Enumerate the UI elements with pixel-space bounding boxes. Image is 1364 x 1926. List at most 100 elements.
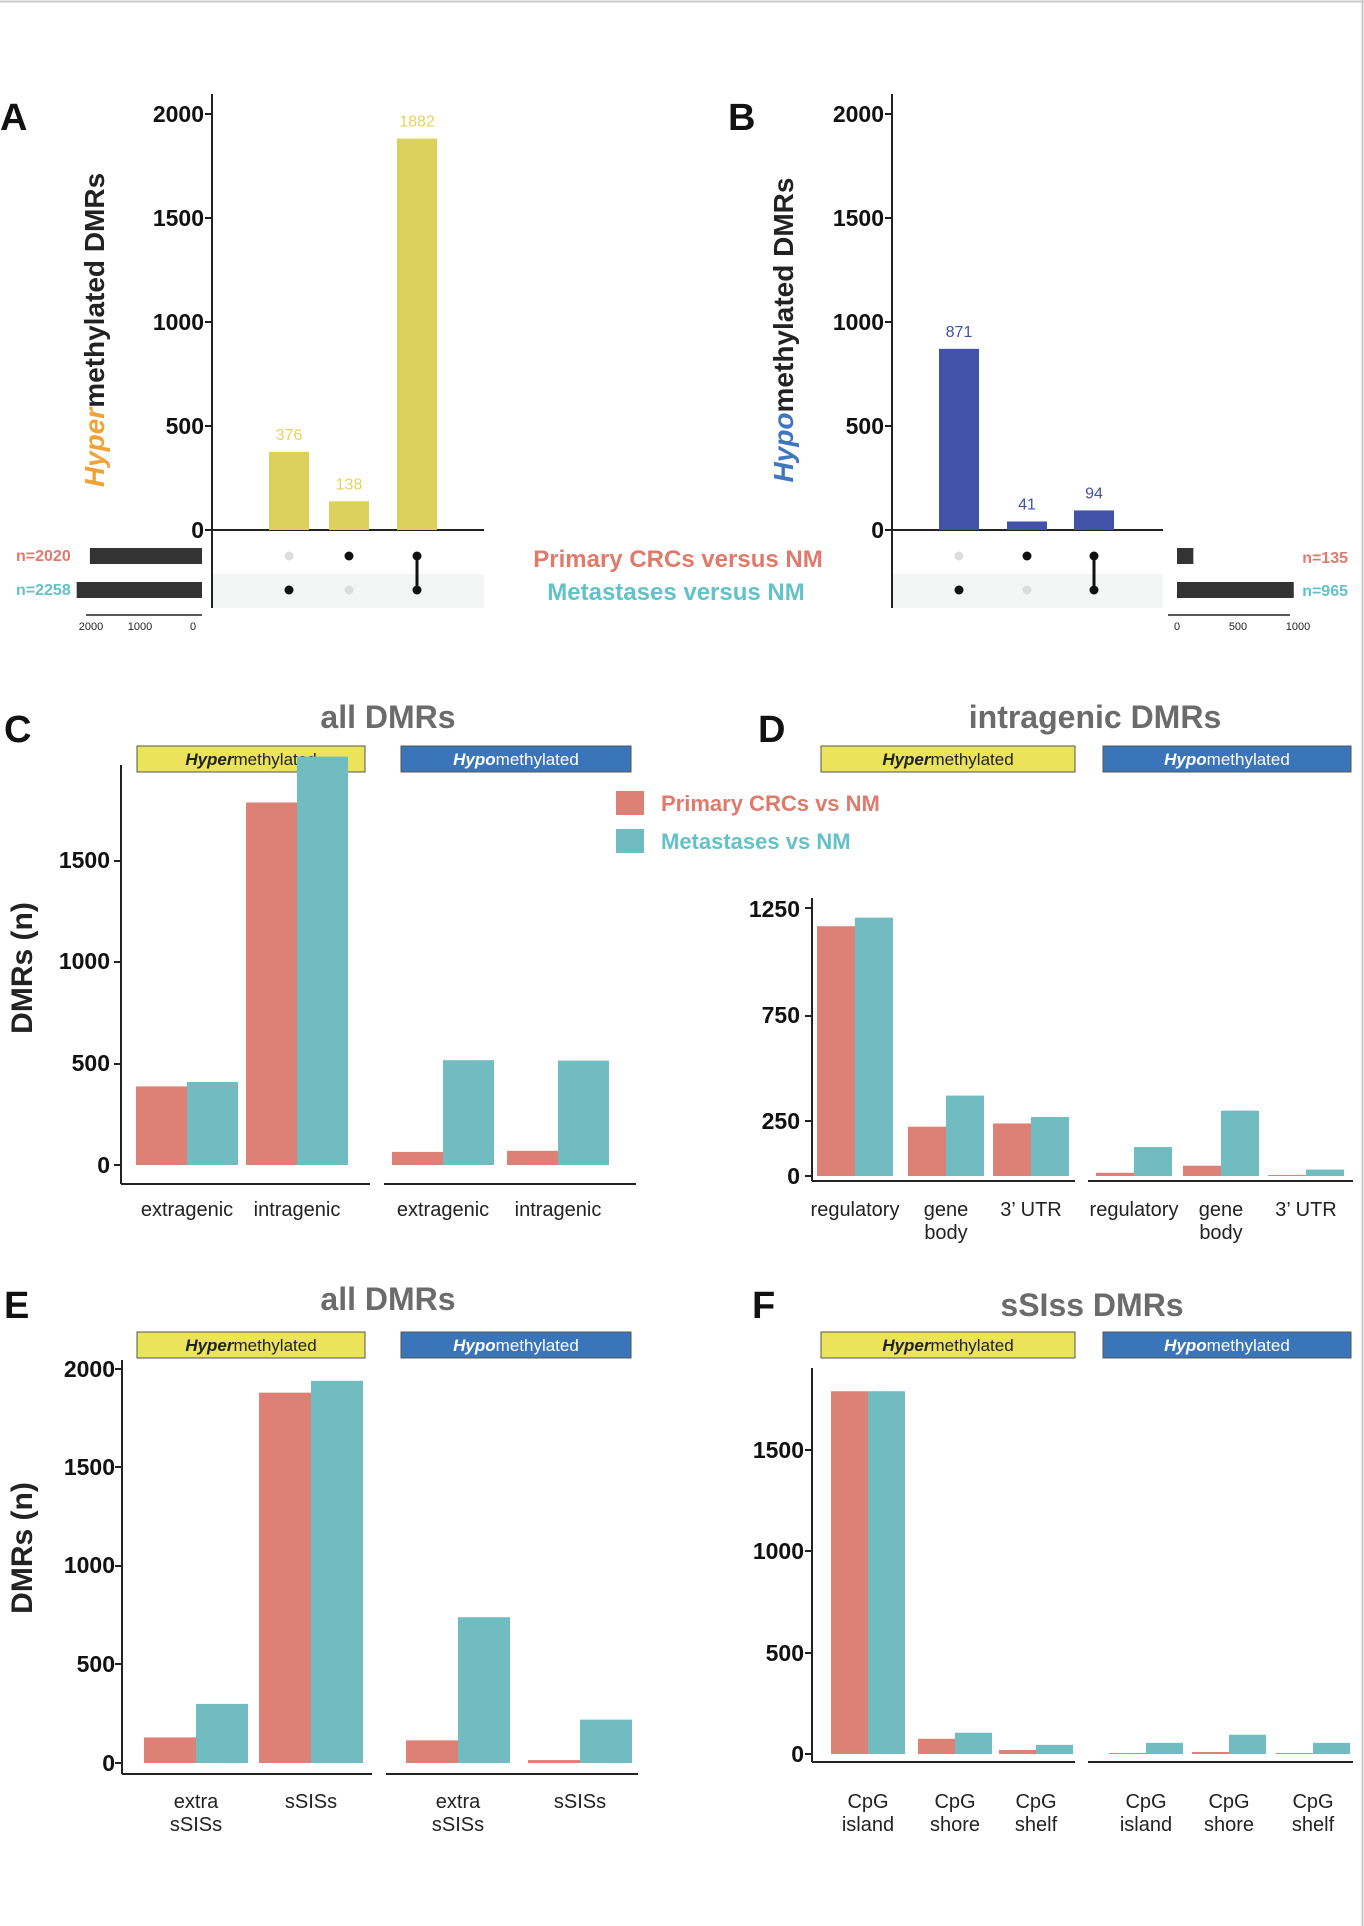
panel-a-y-ticks: 0 500 1000 1500 2000 — [153, 101, 204, 543]
strip-c-hyper-suffix: methylated — [234, 750, 317, 769]
strip-c-hyper-prefix: Hyper — [185, 750, 235, 769]
panel-f-title: sSIss DMRs — [1000, 1287, 1183, 1323]
matrix-dot-filled — [954, 585, 964, 595]
panel-e-title: all DMRs — [320, 1281, 455, 1317]
intersection-bar — [1074, 510, 1114, 530]
strip-c-hypo: Hypomethylated — [400, 745, 632, 773]
intersection-bar — [269, 451, 309, 530]
matrix-dot-filled — [344, 551, 354, 561]
bar-primary — [1276, 1752, 1313, 1754]
bar-primary — [406, 1740, 458, 1763]
bar-primary — [507, 1150, 558, 1165]
bar-primary — [1192, 1751, 1229, 1754]
category-label-line: CpG — [1208, 1791, 1249, 1813]
category-label-line: intragenic — [254, 1199, 341, 1221]
panel-f-y-tick: 1500 — [753, 1437, 804, 1463]
panel-b-set-tick-0: 0 — [1174, 621, 1180, 633]
panel-b-y-tick: 0 — [871, 517, 884, 543]
category-label-line: gene — [924, 1199, 969, 1221]
panel-a-y-tick: 1000 — [153, 309, 204, 335]
panel-b-y-tick: 500 — [846, 413, 884, 439]
bar-primary — [817, 926, 855, 1176]
panel-e-ylabel: DMRs (n) — [6, 1482, 39, 1614]
svg-text:Hypermethylated: Hypermethylated — [882, 750, 1013, 769]
bar-metastases — [458, 1617, 510, 1763]
panel-b-set-tick-1: 500 — [1229, 621, 1247, 633]
set-size-bar — [76, 582, 202, 598]
panel-letter-e: E — [4, 1285, 29, 1327]
category-label-line: regulatory — [1090, 1199, 1179, 1221]
strip-f-hypo-prefix: Hypo — [1164, 1336, 1207, 1355]
bar-metastases — [855, 917, 893, 1176]
bar-primary — [1109, 1753, 1146, 1754]
category-label: gene body — [924, 1199, 969, 1244]
category-label: 3’ UTR — [1000, 1199, 1061, 1221]
bar-metastases — [580, 1719, 632, 1763]
intersection-bar-label: 138 — [336, 476, 363, 493]
panel-f-y-tick: 1000 — [753, 1538, 804, 1564]
category-label-line: CpG — [1292, 1791, 1333, 1813]
panel-a-upset: 376 138 1882 — [76, 114, 437, 598]
upset-metastases-label: Metastases versus NM — [547, 579, 804, 606]
panel-e-y-tick: 1000 — [64, 1552, 115, 1578]
strip-d-hypo: Hypomethylated — [1102, 745, 1352, 773]
panel-e-y-ticks: 0 500 1000 1500 2000 — [64, 1356, 115, 1776]
category-label-line: intragenic — [515, 1199, 602, 1221]
panel-f-y-ticks: 0 500 1000 1500 — [753, 1437, 804, 1767]
category-label-line: shore — [930, 1814, 980, 1836]
panel-c-bars: extragenic intragenic extragenic intragenic — [136, 756, 609, 1221]
panel-b-set-size-metastases: n=965 — [1302, 583, 1348, 600]
panel-a-y-tick: 1500 — [153, 205, 204, 231]
category-label-line: 3’ UTR — [1000, 1199, 1061, 1221]
category-label: CpG shelf — [1292, 1791, 1335, 1836]
panel-e-y-tick: 1500 — [64, 1454, 115, 1480]
strip-c-hypo-prefix: Hypo — [453, 750, 496, 769]
legend-label-primary: Primary CRCs vs NM — [661, 791, 880, 816]
svg-text:Hypomethylated: Hypomethylated — [1164, 750, 1290, 769]
panel-a-set-size-metastases: n=2258 — [16, 582, 71, 599]
intersection-bar — [397, 138, 437, 530]
intersection-bar — [939, 348, 979, 530]
bar-metastases — [1031, 1117, 1069, 1176]
panel-c-y-ticks: 0 500 1000 1500 — [59, 847, 110, 1178]
legend-label-metastases: Metastases vs NM — [661, 829, 851, 854]
panel-f-y-tick: 500 — [766, 1640, 804, 1666]
category-label: CpG shore — [930, 1791, 980, 1836]
upset-primary-label: Primary CRCs versus NM — [533, 546, 822, 573]
bar-primary — [999, 1749, 1036, 1754]
svg-text:Hypermethylated: Hypermethylated — [882, 1336, 1013, 1355]
category-label-line: body — [1199, 1222, 1242, 1244]
panel-d-y-tick: 1250 — [749, 896, 800, 922]
strip-d-hyper-suffix: methylated — [931, 750, 1014, 769]
category-label: extra sSISs — [432, 1791, 484, 1836]
category-label: CpG island — [1120, 1791, 1172, 1836]
bar-primary — [392, 1151, 443, 1165]
panel-b-y-tick: 2000 — [833, 101, 884, 127]
category-label-line: CpG — [934, 1791, 975, 1813]
panel-a-ylabel-prefix: Hyper — [79, 406, 110, 487]
legend-swatch-metastases — [616, 829, 644, 853]
category-label-line: CpG — [1015, 1791, 1056, 1813]
bar-metastases — [1221, 1110, 1259, 1176]
strip-e-hypo-suffix: methylated — [496, 1336, 579, 1355]
strip-d-hyper: Hypermethylated — [820, 745, 1076, 773]
strip-c-hypo-suffix: methylated — [496, 750, 579, 769]
panel-letter-a: A — [0, 97, 27, 139]
panel-a-y-tick: 0 — [191, 517, 204, 543]
strip-f-hyper-suffix: methylated — [931, 1336, 1014, 1355]
panel-d-y-tick: 250 — [762, 1108, 800, 1134]
strip-e-hyper: Hypermethylated — [136, 1331, 366, 1359]
bar-primary — [1183, 1165, 1221, 1176]
set-size-bar — [1177, 548, 1194, 564]
category-label: sSISs — [554, 1791, 606, 1813]
bar-metastases — [558, 1060, 609, 1165]
panel-c-ylabel: DMRs (n) — [6, 902, 39, 1034]
panel-b-set-size-primary: n=135 — [1302, 550, 1348, 567]
category-label-line: gene — [1199, 1199, 1244, 1221]
category-label: gene body — [1199, 1199, 1244, 1244]
bar-primary — [918, 1738, 955, 1754]
svg-text:Hypermethylated: Hypermethylated — [185, 750, 316, 769]
